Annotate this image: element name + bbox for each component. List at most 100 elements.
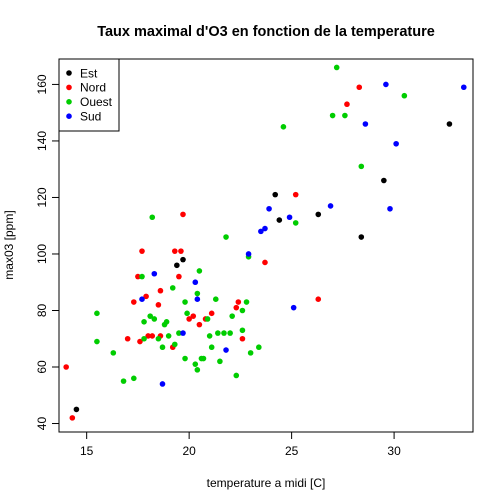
data-point	[460, 84, 467, 91]
data-point	[315, 211, 322, 218]
data-point	[182, 299, 188, 305]
x-tick-label: 15	[80, 444, 94, 458]
data-point	[286, 214, 293, 221]
y-tick-label: 100	[35, 244, 49, 264]
data-point	[217, 358, 223, 365]
data-point	[139, 273, 145, 280]
data-point	[176, 330, 182, 336]
data-point	[194, 367, 201, 373]
data-point	[208, 310, 215, 317]
data-point	[446, 121, 453, 127]
legend-item-est: Est	[66, 66, 98, 80]
y-tick-label: 160	[35, 74, 49, 94]
y-tick-label: 60	[35, 360, 49, 374]
legend-marker	[66, 70, 72, 76]
data-point	[169, 285, 176, 291]
data-point	[196, 321, 203, 328]
data-point	[131, 375, 137, 382]
data-point	[137, 338, 143, 345]
series-sud	[139, 81, 467, 387]
y-tick-label: 140	[35, 131, 49, 151]
data-point	[247, 350, 254, 356]
data-point	[206, 333, 213, 339]
data-point	[229, 313, 235, 319]
data-point	[292, 191, 299, 198]
legend-label: Ouest	[80, 95, 113, 109]
data-point	[151, 316, 158, 322]
data-point	[94, 310, 100, 317]
data-point	[165, 333, 172, 339]
data-point	[180, 256, 186, 263]
series-nord	[63, 84, 363, 421]
data-point	[239, 335, 246, 342]
data-point	[157, 287, 164, 294]
y-axis-label: max03 [ppm]	[2, 210, 16, 279]
data-point	[159, 344, 166, 351]
series-est	[73, 121, 453, 413]
data-point	[192, 279, 199, 286]
x-tick-label: 25	[285, 444, 299, 458]
data-point	[344, 101, 350, 108]
x-axis: 15 20 25 30	[80, 431, 401, 458]
legend-marker	[66, 113, 72, 119]
y-tick-label: 80	[35, 303, 49, 317]
legend-label: Sud	[80, 110, 101, 124]
data-point	[139, 248, 145, 254]
data-point	[139, 296, 145, 302]
data-point	[262, 259, 268, 266]
data-point	[94, 338, 100, 345]
data-point	[387, 205, 393, 212]
data-point	[227, 330, 233, 336]
data-point	[239, 327, 246, 334]
data-point	[180, 330, 186, 336]
legend-marker	[66, 84, 72, 91]
data-point	[342, 112, 348, 119]
data-point	[124, 335, 131, 342]
chart-title: Taux maximal d'O3 en fonction de la temp…	[97, 24, 435, 40]
data-point	[155, 302, 162, 308]
data-point	[356, 84, 363, 91]
data-point	[256, 344, 262, 351]
legend-item-nord: Nord	[66, 81, 106, 95]
data-point	[233, 304, 240, 311]
data-point	[180, 211, 186, 218]
data-point	[110, 350, 117, 356]
y-tick-label: 120	[35, 187, 49, 207]
data-point	[276, 217, 283, 223]
data-point	[292, 220, 299, 226]
data-point	[163, 318, 170, 325]
data-point	[149, 333, 156, 339]
data-point	[147, 313, 154, 319]
legend-item-ouest: Ouest	[66, 95, 113, 109]
data-point	[362, 121, 369, 127]
data-point	[194, 296, 201, 302]
data-point	[143, 293, 149, 300]
data-point	[73, 406, 80, 413]
series-ouest	[94, 64, 408, 384]
data-point	[69, 415, 76, 421]
data-point	[212, 296, 219, 302]
data-point	[358, 234, 365, 240]
data-point	[290, 304, 297, 311]
y-tick-label: 40	[35, 417, 49, 431]
data-point	[194, 290, 201, 297]
data-point	[174, 262, 180, 269]
data-point	[149, 214, 156, 221]
data-point	[239, 307, 246, 314]
data-point	[235, 299, 242, 305]
data-point	[381, 177, 387, 184]
data-point	[333, 64, 340, 71]
data-point	[383, 81, 389, 88]
data-point	[131, 299, 137, 305]
data-point	[178, 248, 184, 254]
legend-label: Nord	[80, 81, 106, 95]
legend-marker	[66, 99, 72, 105]
data-point	[192, 361, 199, 367]
data-point	[358, 163, 365, 170]
data-point	[315, 296, 322, 302]
data-point	[243, 299, 250, 305]
data-point	[327, 203, 334, 209]
data-points	[63, 64, 467, 421]
data-point	[215, 330, 221, 336]
data-point	[141, 335, 147, 342]
